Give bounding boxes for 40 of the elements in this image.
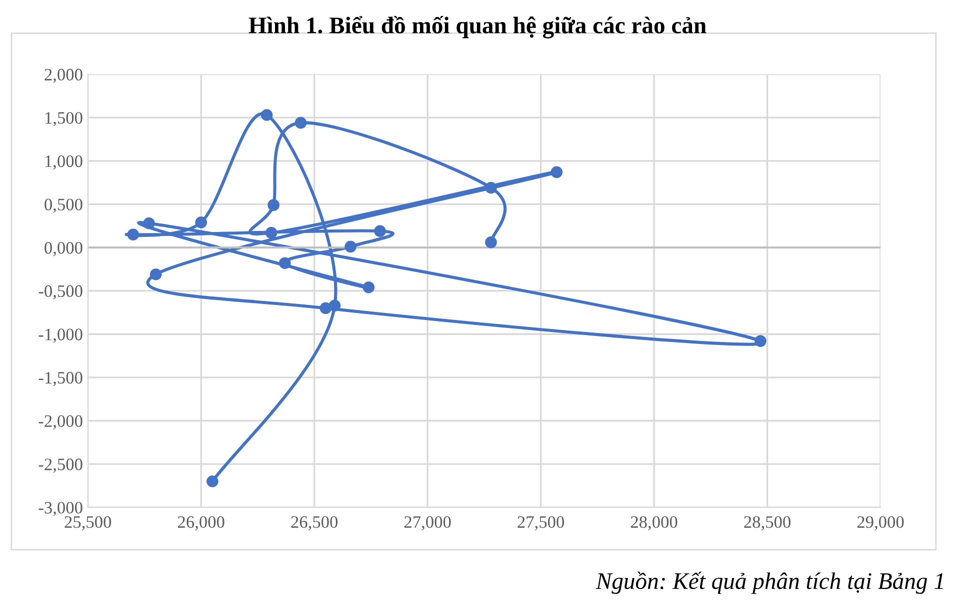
x-tick-label: 25,500 [64, 516, 112, 530]
point [328, 300, 341, 312]
point [260, 109, 273, 121]
x-tick-label: 27,500 [518, 516, 564, 530]
point [344, 240, 356, 253]
point [206, 475, 218, 488]
point [320, 302, 332, 314]
point [294, 116, 307, 129]
chart-title: Hình 1. Biểu đồ mối quan hệ giữa các rào cản [248, 16, 706, 38]
x-tick-label: 29,000 [857, 516, 904, 530]
x-tick-label: 28,000 [630, 516, 678, 530]
point [143, 217, 155, 230]
point [150, 268, 162, 280]
x-tick-label: 28,500 [744, 516, 790, 530]
point [550, 166, 563, 178]
y-tick-label: 2,000 [44, 68, 82, 83]
y-tick-label: 0,500 [44, 198, 82, 213]
point [127, 228, 140, 240]
y-tick-label: 1,000 [45, 155, 82, 170]
y-tick-label: -0,500 [38, 285, 82, 300]
point [374, 225, 386, 237]
y-tick-label: -3,000 [38, 502, 82, 516]
y-tick-label: -2,500 [38, 458, 82, 473]
point [362, 281, 375, 294]
y-tick-label: 0,000 [44, 242, 82, 256]
point [278, 257, 291, 270]
point [485, 182, 497, 194]
point [268, 199, 280, 211]
point [754, 335, 766, 347]
x-tick-label: 27,000 [404, 516, 451, 530]
text: Nguồn: Kết quả phân tích tại Bảng 1 [596, 572, 943, 594]
y-tick-label: -1,500 [38, 372, 82, 386]
y-tick-label: 1,500 [45, 112, 82, 126]
x-tick-label: 26,000 [178, 516, 224, 530]
point [485, 236, 497, 248]
y-tick-label: -1,000 [38, 328, 82, 343]
point [265, 226, 278, 239]
y-tick-label: -2,000 [38, 415, 82, 430]
point [195, 216, 207, 228]
x-tick-label: 26,500 [291, 516, 338, 530]
